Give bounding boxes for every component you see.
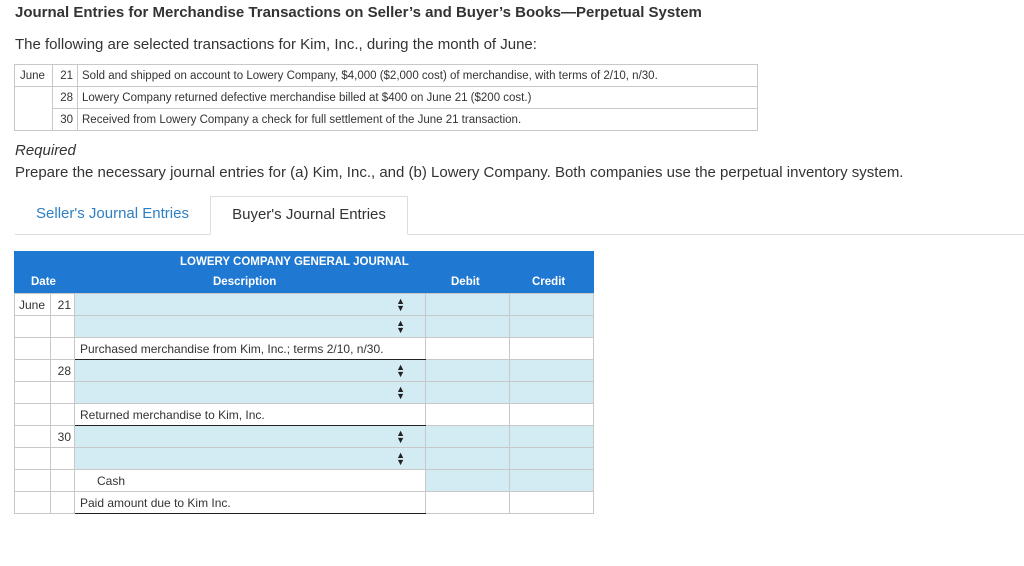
journal-row: Paid amount due to Kim Inc. [14, 491, 594, 514]
up-down-arrow-icon: ▲ ▼ [396, 384, 405, 401]
debit-column-header: Debit [451, 276, 480, 288]
credit-input[interactable] [509, 293, 594, 316]
journal-title: LOWERY COMPANY GENERAL JOURNAL [180, 256, 409, 268]
credit-input[interactable] [509, 359, 594, 382]
debit-input[interactable] [425, 447, 510, 470]
credit-input[interactable] [509, 315, 594, 338]
transaction-row: 30 Received from Lowery Company a check … [14, 108, 758, 131]
journal-row: ▲ ▼ [14, 447, 594, 470]
credit-column-header: Credit [532, 276, 566, 288]
debit-input[interactable] [425, 381, 510, 404]
debit-input[interactable] [425, 425, 510, 448]
up-down-arrow-icon: ▲ ▼ [396, 318, 405, 335]
transaction-day: 30 [52, 108, 78, 131]
cash-account-label: Cash [74, 469, 426, 492]
account-select[interactable]: ▲ ▼ [74, 293, 426, 316]
entry-narration: Paid amount due to Kim Inc. [74, 491, 426, 514]
transaction-row: 28 Lowery Company returned defective mer… [14, 86, 758, 109]
entry-day: 30 [50, 425, 75, 448]
credit-input[interactable] [509, 425, 594, 448]
entry-month [14, 359, 51, 382]
transaction-day: 28 [52, 86, 78, 109]
account-select[interactable]: ▲ ▼ [74, 381, 426, 404]
transaction-text: Lowery Company returned defective mercha… [77, 86, 758, 109]
entry-narration: Purchased merchandise from Kim, Inc.; te… [74, 337, 426, 360]
entry-narration: Returned merchandise to Kim, Inc. [74, 403, 426, 426]
account-select[interactable]: ▲ ▼ [74, 425, 426, 448]
date-column-header: Date [31, 276, 56, 288]
journal-row: ▲ ▼ [14, 381, 594, 404]
account-select[interactable]: ▲ ▼ [74, 315, 426, 338]
account-select[interactable]: ▲ ▼ [74, 359, 426, 382]
entry-month: June [14, 293, 51, 316]
entry-day: 21 [50, 293, 75, 316]
journal-row: June 21 ▲ ▼ [14, 293, 594, 316]
journal-row: ▲ ▼ [14, 315, 594, 338]
transaction-text: Received from Lowery Company a check for… [77, 108, 758, 131]
tab-bar: Seller's Journal Entries Buyer's Journal… [15, 196, 1024, 235]
credit-input[interactable] [509, 447, 594, 470]
journal-header: LOWERY COMPANY GENERAL JOURNAL Date Desc… [14, 251, 594, 293]
tab-buyers-journal-entries[interactable]: Buyer's Journal Entries [210, 196, 408, 235]
account-select[interactable]: ▲ ▼ [74, 447, 426, 470]
required-label: Required [15, 142, 76, 159]
description-column-header: Description [213, 276, 277, 288]
credit-input[interactable] [509, 469, 594, 492]
debit-input[interactable] [425, 293, 510, 316]
credit-input[interactable] [509, 381, 594, 404]
up-down-arrow-icon: ▲ ▼ [396, 362, 405, 379]
transaction-month [14, 108, 53, 131]
entry-month [14, 425, 51, 448]
journal-row: 28 ▲ ▼ [14, 359, 594, 382]
transaction-month [14, 86, 53, 109]
up-down-arrow-icon: ▲ ▼ [396, 450, 405, 467]
debit-input[interactable] [425, 359, 510, 382]
page-title: Journal Entries for Merchandise Transact… [15, 4, 702, 21]
transaction-row: June 21 Sold and shipped on account to L… [14, 64, 758, 87]
transaction-text: Sold and shipped on account to Lowery Co… [77, 64, 758, 87]
debit-input[interactable] [425, 315, 510, 338]
journal-row: Purchased merchandise from Kim, Inc.; te… [14, 337, 594, 360]
entry-day: 28 [50, 359, 75, 382]
journal-row: Returned merchandise to Kim, Inc. [14, 403, 594, 426]
debit-input[interactable] [425, 469, 510, 492]
transactions-table: June 21 Sold and shipped on account to L… [14, 64, 758, 131]
journal-row: Cash [14, 469, 594, 492]
up-down-arrow-icon: ▲ ▼ [396, 296, 405, 313]
prepare-instructions: Prepare the necessary journal entries fo… [15, 164, 904, 181]
journal-table: June 21 ▲ ▼ ▲ ▼ Purchased merchandise from… [14, 293, 594, 514]
transaction-day: 21 [52, 64, 78, 87]
journal-row: 30 ▲ ▼ [14, 425, 594, 448]
transaction-month: June [14, 64, 53, 87]
up-down-arrow-icon: ▲ ▼ [396, 428, 405, 445]
tab-sellers-journal-entries[interactable]: Seller's Journal Entries [36, 205, 189, 222]
intro-text: The following are selected transactions … [15, 36, 537, 53]
